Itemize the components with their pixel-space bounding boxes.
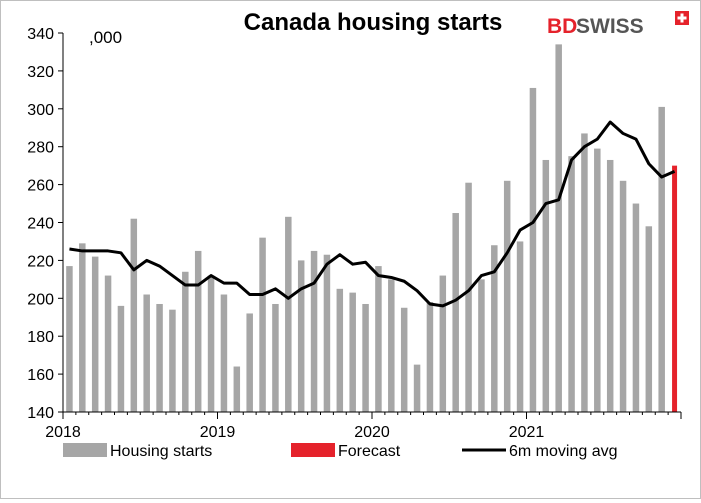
forecast-bar (672, 165, 678, 412)
housing-starts-bar (594, 148, 601, 412)
housing-starts-bar (375, 266, 382, 412)
housing-starts-bar (439, 275, 447, 412)
legend-label-moving-avg: 6m moving avg (509, 443, 618, 460)
housing-starts-bar (568, 156, 575, 412)
brand-logo-bd: BD (547, 15, 577, 38)
y-tick-label: 220 (27, 253, 54, 270)
x-tick-label: 2018 (45, 424, 81, 441)
housing-starts-bar (130, 218, 138, 412)
legend-swatch-housing-starts (63, 443, 107, 457)
housing-starts-bar (336, 288, 344, 412)
moving-avg-line (69, 120, 676, 308)
housing-starts-bar (207, 275, 215, 412)
x-tick-label: 2019 (200, 424, 236, 441)
housing-starts-bar (658, 106, 665, 413)
housing-starts-bar (259, 237, 266, 412)
housing-starts-bar (388, 279, 395, 412)
housing-starts-bar (156, 303, 163, 412)
housing-starts-bar (323, 254, 331, 412)
y-tick-label: 180 (27, 329, 54, 346)
swiss-cross-icon-horizontal (677, 16, 687, 20)
chart-title: Canada housing starts (244, 9, 503, 36)
housing-starts-bar (117, 305, 125, 412)
y-tick-label: 300 (27, 102, 54, 119)
x-tick-label: 2021 (509, 424, 545, 441)
housing-starts-bar (233, 366, 241, 412)
y-tick-label: 200 (27, 291, 54, 308)
brand-logo: BD SWISS (547, 11, 689, 38)
housing-starts-bar (79, 243, 86, 412)
housing-starts-bar (66, 266, 73, 412)
housing-starts-bar (529, 87, 537, 412)
housing-starts-bar (465, 182, 472, 412)
y-tick-label: 160 (27, 367, 54, 384)
housing-starts-bar (645, 226, 653, 412)
brand-logo-swiss: SWISS (576, 15, 644, 38)
y-tick-label: 260 (27, 178, 54, 195)
housing-starts-bar (632, 203, 640, 412)
x-tick-label: 2020 (354, 424, 390, 441)
housing-starts-bar (104, 275, 112, 412)
housing-starts-bar (272, 303, 279, 412)
housing-starts-bar (606, 159, 614, 412)
housing-starts-bar (246, 313, 253, 412)
housing-starts-bar (503, 180, 511, 412)
housing-starts-bar (297, 260, 305, 412)
housing-starts-bar (349, 292, 356, 412)
housing-starts-bar (362, 303, 369, 412)
y-tick-label: 240 (27, 216, 54, 233)
housing-starts-bar (400, 307, 408, 412)
legend-label-housing-starts: Housing starts (110, 443, 212, 460)
y-tick-label: 140 (27, 405, 54, 422)
housing-starts-bar (619, 180, 627, 412)
legend: Housing starts Forecast 6m moving avg (63, 443, 618, 460)
housing-starts-bar (478, 279, 485, 412)
housing-starts-bar (220, 294, 228, 412)
y-tick-label: 340 (27, 26, 54, 43)
y-tick-label: 280 (27, 140, 54, 157)
housing-starts-bar (555, 44, 562, 413)
housing-starts-bar (426, 302, 434, 412)
housing-starts-bar (491, 245, 498, 412)
legend-label-forecast: Forecast (338, 443, 401, 460)
housing-starts-bar (91, 256, 99, 412)
legend-swatch-forecast (291, 443, 335, 457)
housing-starts-bar (413, 364, 421, 413)
housing-starts-bar (182, 271, 189, 412)
housing-starts-bar (143, 294, 150, 412)
housing-starts-bar (516, 241, 524, 412)
plot-area: 140 160 180 200 220 240 260 280 300 320 340 2018 201… (27, 26, 682, 441)
y-tick-label: 320 (27, 64, 54, 81)
housing-starts-bar (542, 159, 550, 412)
housing-starts-bar (285, 216, 292, 412)
housing-starts-bar (310, 250, 318, 412)
housing-starts-bar (581, 133, 588, 412)
housing-starts-bar (194, 250, 202, 412)
unit-label: ,000 (89, 28, 122, 47)
housing-starts-bar (452, 213, 459, 412)
housing-starts-bar (169, 309, 176, 412)
